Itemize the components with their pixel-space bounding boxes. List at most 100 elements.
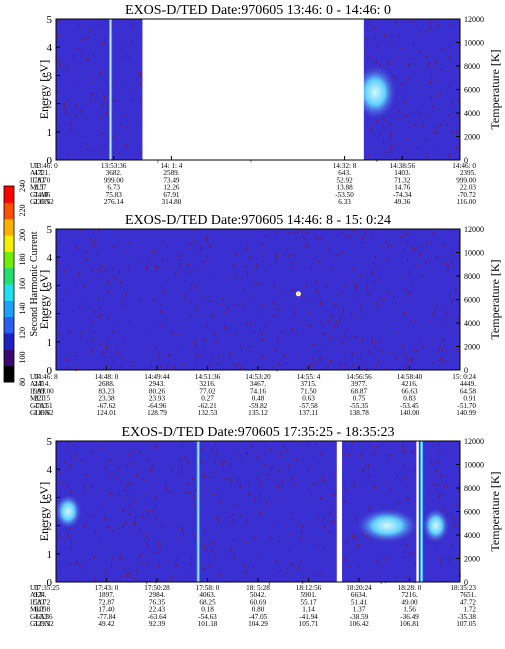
table-cell: 128.79 [147,409,167,417]
table-cell: 22.15 [34,395,51,403]
row-label-mlt: MLT [30,606,45,614]
colorbar-segment [4,349,14,367]
y2-tick-label: 2000 [464,133,480,142]
table-cell: 71.50 [300,387,317,395]
vertical-streak-core [110,19,112,160]
emission-band [54,493,83,530]
table-cell: 60.69 [250,598,267,606]
y2-tick-label: 8000 [464,484,480,493]
table-cell: -51.70 [457,402,476,410]
colorbar: 240 220 200 180 160 140 120 100 80 Second Harmoni… [3,180,40,386]
y-axis-label: Energy [eV] [37,270,51,329]
table-cell: 18:12:56 [296,584,322,592]
table-cell: -57.58 [299,402,318,410]
y2-tick-label: 12000 [464,15,484,24]
table-cell: 116.00 [457,198,477,206]
table-cell: 77.02 [199,387,216,395]
table-cell: 1403. [394,169,410,177]
y2-axis-label: Temperature [K] [488,471,502,551]
table-cell: 3216. [199,380,215,388]
y-tick-label: 4 [47,464,53,476]
row-label-ilat: ILAT [30,387,46,395]
table-cell: 4063. [199,591,215,599]
table-cell: 3715. [300,380,316,388]
data-gap [416,440,419,583]
table-cell: 2984. [149,591,165,599]
row-label-glat: GLAT [30,402,49,410]
y2-tick-label: 2000 [464,343,480,352]
table-cell: 4449. [460,380,476,388]
panel-2: EXOS-D/TED Date:970605 14:46: 8 - 15: 0:… [30,213,502,417]
row-label-ilat: ILAT [30,176,46,184]
table-cell: 2688. [98,380,114,388]
heatmap-field [56,229,460,370]
table-cell: 14:55: 4 [297,373,321,381]
y2-tick-label: 10000 [464,39,484,48]
table-cell: 5042. [250,591,266,599]
y2-tick-label: 8000 [464,272,480,281]
table-cell: 3682. [106,169,122,177]
table-cell: 49.36 [394,198,411,206]
y-tick-label: 5 [47,224,53,236]
table-cell: 0.27 [201,395,214,403]
table-cell: 999.00 [456,176,476,184]
table-cell: 49.42 [98,620,115,628]
y-tick-label: 2 [47,521,53,533]
table-cell: 0.63 [302,395,315,403]
table-cell: 17:35:25 [34,584,60,592]
y2-tick-label: 6000 [464,508,480,517]
table-cell: 2943. [149,380,165,388]
table-cell: 18:35:23 [450,584,476,592]
table-cell: 14:58:40 [397,373,423,381]
table-cell: 105.71 [299,620,319,628]
table-cell: 71.32 [394,176,411,184]
table-cell: 14:32: 8 [333,162,357,170]
y-axis-label: Energy [eV] [37,482,51,541]
colorbar-segment [4,186,14,203]
table-cell: 49.00 [401,598,418,606]
y2-tick-label: 10000 [464,461,484,470]
y2-tick-label: 0 [464,578,468,587]
table-cell: 17:43: 0 [95,584,119,592]
table-cell: 7651. [460,591,476,599]
table-cell: 140.99 [456,409,476,417]
table-cell: 1.56 [403,606,416,614]
table-cell: 135.12 [248,409,268,417]
table-cell: -55.35 [350,402,369,410]
table-cell: 14: 1: 4 [160,162,182,170]
table-cell: -47.05 [249,613,268,621]
table-cell: 51.41 [351,598,368,606]
table-cell: 276.14 [104,198,124,206]
table-cell: 4721. [34,169,50,177]
table-cell: -67.62 [97,402,116,410]
table-cell: 106.42 [349,620,369,628]
y2-tick-label: 0 [464,156,468,165]
table-cell: 23.38 [98,395,115,403]
vertical-streak-core [421,441,423,582]
table-cell: 17:50:28 [144,584,170,592]
y-tick-label: 2 [47,99,53,111]
table-cell: 0.48 [252,395,265,403]
row-label-ut: UT [30,373,40,381]
row-label-alt: ALT [30,380,44,388]
table-cell: -54.63 [198,613,217,621]
table-cell: 7216. [401,591,417,599]
table-cell: -59.82 [249,402,268,410]
table-cell: -62.21 [198,402,217,410]
table-cell: 5901. [300,591,316,599]
table-cell: 101.18 [198,620,218,628]
table-cell: 924. [34,591,47,599]
y2-tick-label: 10000 [464,249,484,258]
table-cell: 0.75 [353,395,366,403]
y-axis-label: Energy [eV] [37,60,51,119]
table-cell: 74.46 [34,191,51,199]
table-cell: 2414. [34,380,50,388]
y-tick-label: 1 [47,549,53,561]
row-label-glon: GLON [30,198,51,206]
table-cell: 14:38:56 [390,162,416,170]
table-cell: 3977. [351,380,367,388]
table-cell: 47.72 [460,598,477,606]
table-cell: 6.73 [107,184,120,192]
